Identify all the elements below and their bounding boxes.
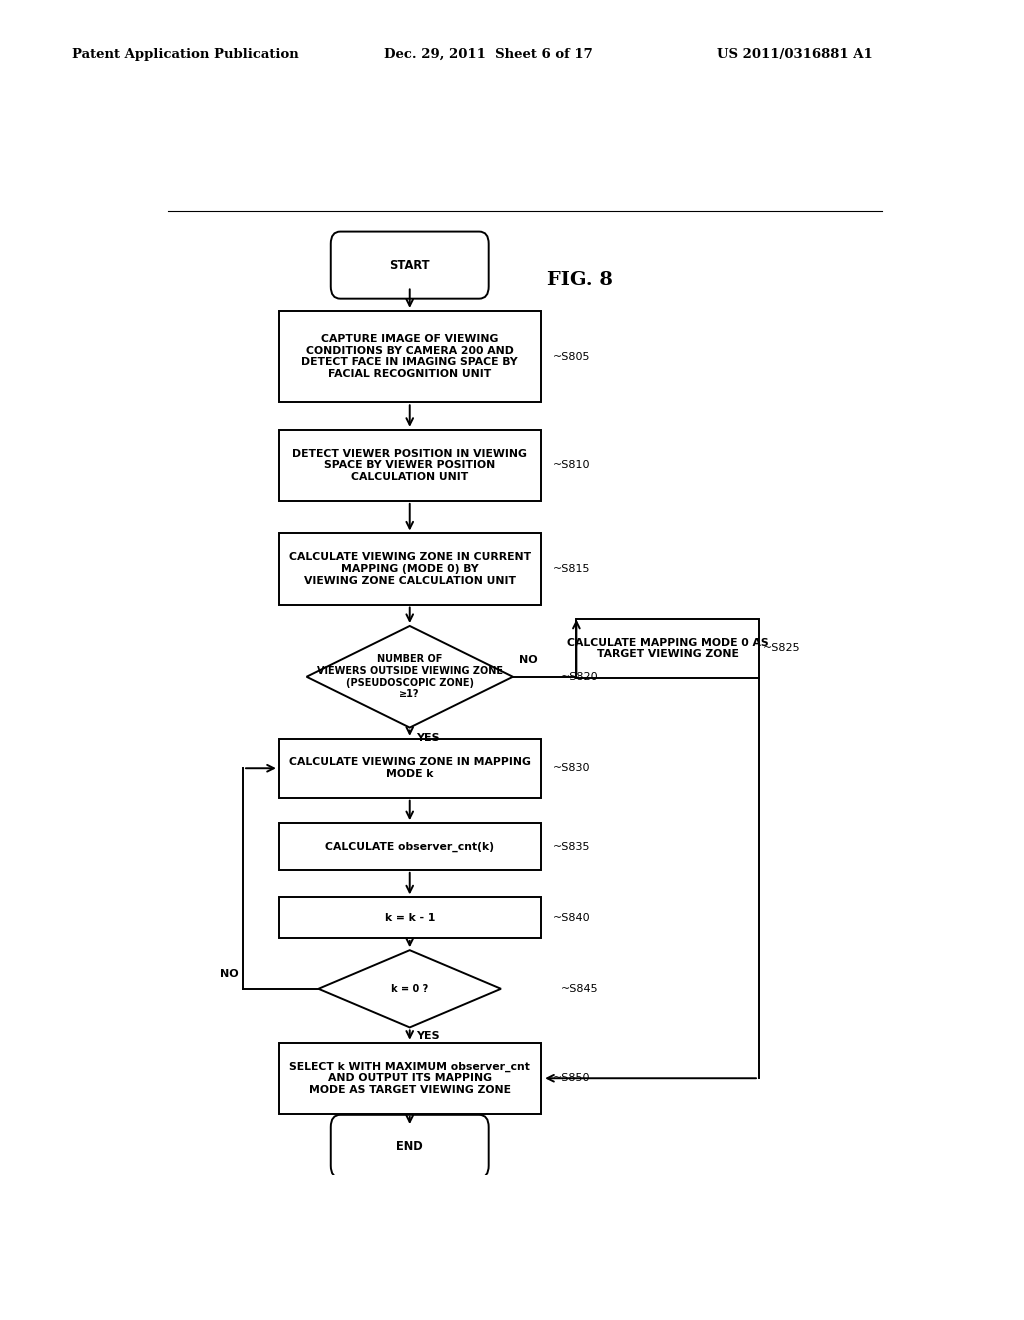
Text: ~S845: ~S845 xyxy=(560,983,598,994)
FancyBboxPatch shape xyxy=(279,312,541,403)
Text: k = k - 1: k = k - 1 xyxy=(385,912,435,923)
Text: YES: YES xyxy=(416,1031,439,1041)
Text: START: START xyxy=(389,259,430,272)
Text: ~S850: ~S850 xyxy=(553,1073,590,1084)
Polygon shape xyxy=(306,626,513,727)
Text: k = 0 ?: k = 0 ? xyxy=(391,983,428,994)
Text: ~S810: ~S810 xyxy=(553,461,590,470)
Text: ~S840: ~S840 xyxy=(553,912,590,923)
Text: DETECT VIEWER POSITION IN VIEWING
SPACE BY VIEWER POSITION
CALCULATION UNIT: DETECT VIEWER POSITION IN VIEWING SPACE … xyxy=(292,449,527,482)
Text: NO: NO xyxy=(220,969,239,978)
Text: US 2011/0316881 A1: US 2011/0316881 A1 xyxy=(717,48,872,61)
Text: ~S825: ~S825 xyxy=(763,643,801,653)
Text: Patent Application Publication: Patent Application Publication xyxy=(72,48,298,61)
FancyBboxPatch shape xyxy=(331,231,488,298)
Text: ~S835: ~S835 xyxy=(553,842,590,851)
Text: CALCULATE VIEWING ZONE IN MAPPING
MODE k: CALCULATE VIEWING ZONE IN MAPPING MODE k xyxy=(289,758,530,779)
Text: Dec. 29, 2011  Sheet 6 of 17: Dec. 29, 2011 Sheet 6 of 17 xyxy=(384,48,593,61)
Text: ~S830: ~S830 xyxy=(553,763,590,774)
Polygon shape xyxy=(318,950,501,1027)
Text: YES: YES xyxy=(416,733,439,743)
FancyBboxPatch shape xyxy=(279,739,541,797)
Text: ~S820: ~S820 xyxy=(560,672,598,681)
Text: CALCULATE VIEWING ZONE IN CURRENT
MAPPING (MODE 0) BY
VIEWING ZONE CALCULATION U: CALCULATE VIEWING ZONE IN CURRENT MAPPIN… xyxy=(289,553,530,586)
FancyBboxPatch shape xyxy=(331,1115,488,1177)
FancyBboxPatch shape xyxy=(279,1043,541,1114)
FancyBboxPatch shape xyxy=(577,619,759,677)
Text: CALCULATE MAPPING MODE 0 AS
TARGET VIEWING ZONE: CALCULATE MAPPING MODE 0 AS TARGET VIEWI… xyxy=(567,638,768,659)
Text: CALCULATE observer_cnt(k): CALCULATE observer_cnt(k) xyxy=(326,841,495,851)
Text: ~S805: ~S805 xyxy=(553,351,590,362)
Text: NO: NO xyxy=(519,655,538,664)
Text: SELECT k WITH MAXIMUM observer_cnt
AND OUTPUT ITS MAPPING
MODE AS TARGET VIEWING: SELECT k WITH MAXIMUM observer_cnt AND O… xyxy=(290,1061,530,1096)
FancyBboxPatch shape xyxy=(279,430,541,500)
FancyBboxPatch shape xyxy=(279,898,541,939)
Text: ~S815: ~S815 xyxy=(553,564,590,574)
Text: FIG. 8: FIG. 8 xyxy=(548,272,613,289)
Text: END: END xyxy=(396,1140,423,1152)
Text: CAPTURE IMAGE OF VIEWING
CONDITIONS BY CAMERA 200 AND
DETECT FACE IN IMAGING SPA: CAPTURE IMAGE OF VIEWING CONDITIONS BY C… xyxy=(301,334,518,379)
Text: NUMBER OF
VIEWERS OUTSIDE VIEWING ZONE
(PSEUDOSCOPIC ZONE)
≥1?: NUMBER OF VIEWERS OUTSIDE VIEWING ZONE (… xyxy=(316,655,503,700)
FancyBboxPatch shape xyxy=(279,533,541,605)
FancyBboxPatch shape xyxy=(279,824,541,870)
